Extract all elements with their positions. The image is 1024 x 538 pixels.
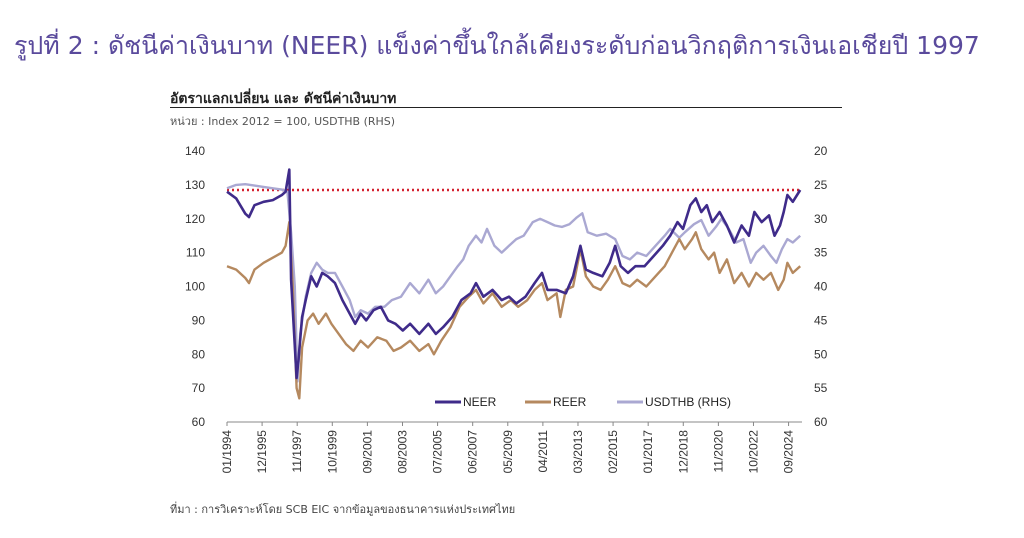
legend-label-reer: REER bbox=[553, 395, 587, 409]
x-tick-label: 03/2013 bbox=[571, 430, 585, 474]
chart-source: ที่มา : การวิเคราะห์โดย SCB EIC จากข้อมู… bbox=[170, 503, 516, 516]
x-tick-label: 12/2018 bbox=[676, 430, 690, 474]
legend-label-usdthb: USDTHB (RHS) bbox=[645, 395, 731, 409]
y2-tick-label: 35 bbox=[814, 246, 828, 260]
series-line-neer bbox=[226, 168, 802, 380]
y2-tick-label: 45 bbox=[814, 313, 828, 327]
page-title: รูปที่ 2 : ดัชนีค่าเงินบาท (NEER) แข็งค่… bbox=[14, 31, 980, 60]
x-tick-label: 06/2007 bbox=[466, 430, 480, 474]
x-tick-label: 01/1994 bbox=[220, 430, 234, 474]
y-tick-label: 90 bbox=[192, 313, 206, 327]
y2-tick-label: 40 bbox=[814, 280, 828, 294]
y2-tick-label: 25 bbox=[814, 178, 828, 192]
y-tick-label: 140 bbox=[185, 144, 205, 158]
y-tick-label: 100 bbox=[185, 280, 205, 294]
series-line-reer bbox=[226, 220, 802, 400]
x-tick-label: 10/1999 bbox=[325, 430, 339, 474]
y-tick-label: 60 bbox=[192, 415, 206, 429]
y-tick-label: 70 bbox=[192, 381, 206, 395]
chart-container: อัตราแลกเปลี่ยน และ ดัชนีค่าเงินบาท หน่ว… bbox=[170, 82, 850, 522]
x-tick-label: 11/2020 bbox=[711, 430, 725, 473]
series-line-usdthb bbox=[226, 183, 802, 383]
legend-label-neer: NEER bbox=[463, 395, 497, 409]
line-chart: 140 130 120 110 100 90 80 70 60 20 25 30 35 40 45 50 55 6… bbox=[185, 144, 828, 474]
y-tick-label: 120 bbox=[185, 212, 205, 226]
x-tick-label: 11/1997 bbox=[290, 430, 304, 473]
x-tick-label: 10/2022 bbox=[746, 430, 760, 474]
x-tick-label: 04/2011 bbox=[536, 430, 550, 473]
y2-tick-label: 50 bbox=[814, 347, 828, 361]
y-tick-label: 130 bbox=[185, 178, 205, 192]
y-tick-label: 110 bbox=[186, 246, 205, 260]
x-tick-label: 05/2009 bbox=[501, 430, 515, 474]
x-tick-label: 12/1995 bbox=[255, 430, 269, 474]
x-tick-label: 01/2017 bbox=[641, 430, 655, 474]
x-tick-label: 09/2001 bbox=[360, 430, 374, 474]
y2-tick-label: 20 bbox=[814, 144, 828, 158]
title-divider bbox=[170, 107, 842, 108]
x-tick-label: 08/2003 bbox=[395, 430, 409, 474]
x-tick-label: 02/2015 bbox=[606, 430, 620, 474]
y2-tick-label: 60 bbox=[814, 415, 828, 429]
chart-title: อัตราแลกเปลี่ยน และ ดัชนีค่าเงินบาท bbox=[170, 91, 397, 107]
y2-tick-label: 30 bbox=[814, 212, 828, 226]
x-tick-label: 09/2024 bbox=[782, 430, 796, 474]
x-tick-label: 07/2005 bbox=[431, 430, 445, 474]
y-tick-label: 80 bbox=[192, 347, 206, 361]
y2-tick-label: 55 bbox=[814, 381, 828, 395]
chart-unit: หน่วย : Index 2012 = 100, USDTHB (RHS) bbox=[170, 115, 396, 128]
